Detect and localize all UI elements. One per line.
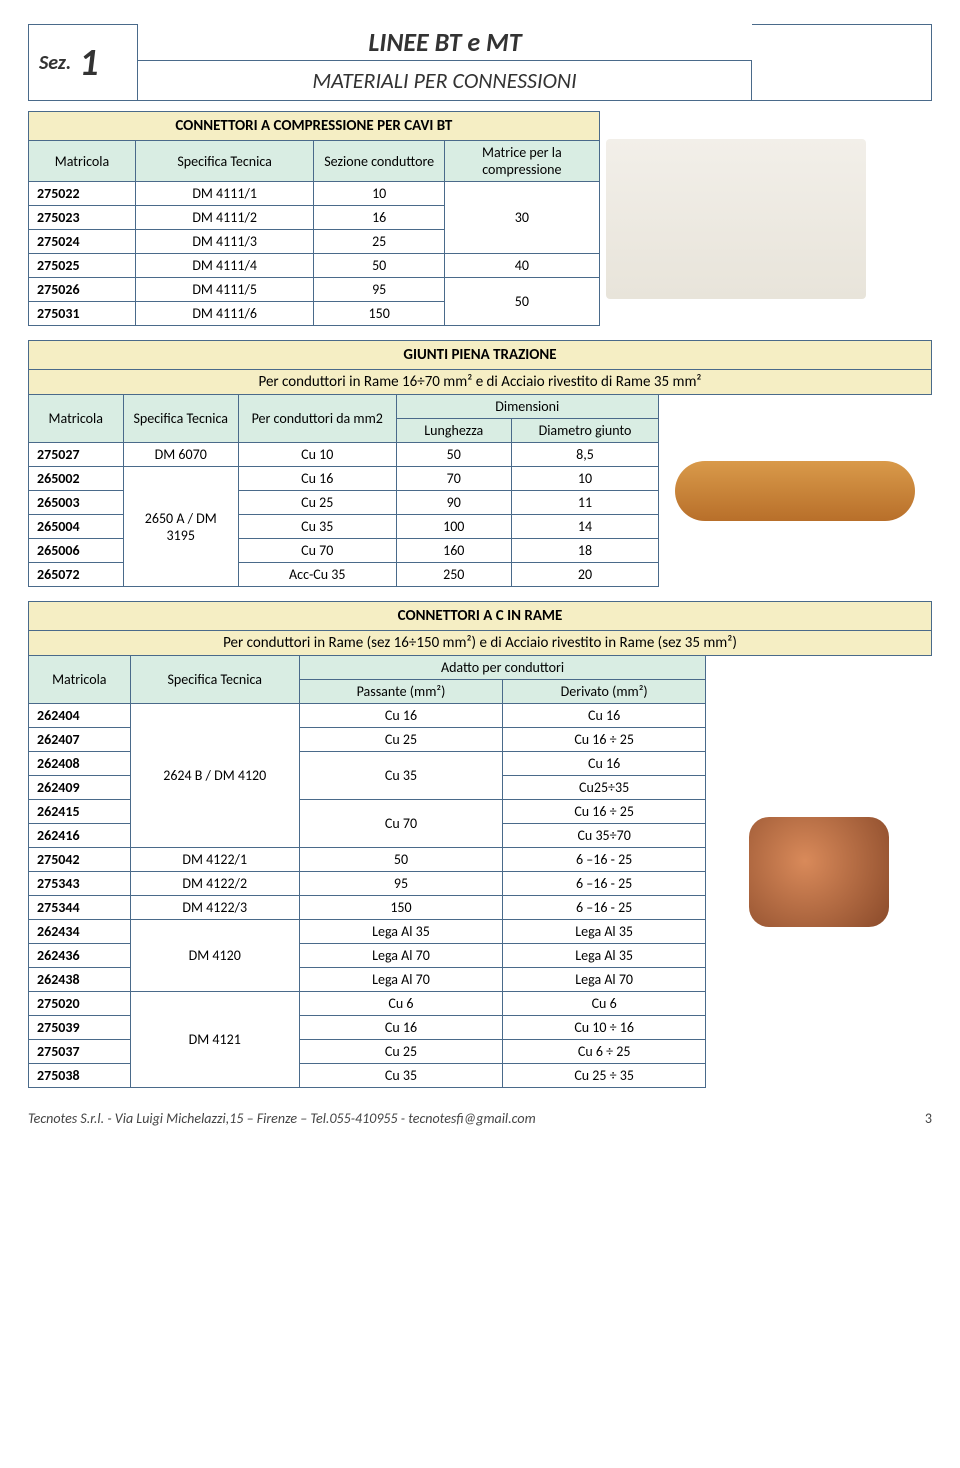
table3-title: CONNETTORI A C IN RAME	[29, 602, 932, 631]
sub-title: MATERIALI PER CONNESSIONI	[138, 60, 752, 101]
header-right-empty	[752, 24, 932, 101]
sez-label: Sez.	[39, 51, 71, 75]
th-adatto: Adatto per conduttori	[299, 656, 705, 680]
th-passante: Passante (mm²)	[299, 680, 502, 704]
product-image-giunto	[675, 461, 915, 521]
table2-subtitle: Per conduttori in Rame 16÷70 mm² e di Ac…	[29, 370, 932, 395]
product-image-c-connector	[749, 817, 889, 927]
th-cond: Per conduttori da mm2	[239, 395, 397, 443]
th-diam: Diametro giunto	[512, 419, 659, 443]
th-spec: Specifica Tecnica	[130, 656, 299, 704]
th-matrice: Matrice per la compressione	[445, 141, 600, 182]
product-image-connettori	[606, 139, 866, 299]
table-connettori-bt: CONNETTORI A COMPRESSIONE PER CAVI BT Ma…	[28, 111, 932, 326]
page-footer: Tecnotes S.r.l. - Via Luigi Michelazzi,1…	[28, 1102, 932, 1127]
table3-subtitle: Per conduttori in Rame (sez 16÷150 mm²) …	[29, 631, 932, 656]
th-matricola: Matricola	[29, 656, 131, 704]
th-sezione: Sezione conduttore	[314, 141, 445, 182]
table1-title: CONNETTORI A COMPRESSIONE PER CAVI BT	[29, 112, 600, 141]
section-box: Sez. 1	[28, 24, 138, 101]
th-derivato: Derivato (mm²)	[503, 680, 706, 704]
table2-title: GIUNTI PIENA TRAZIONE	[29, 341, 932, 370]
th-matricola: Matricola	[29, 395, 124, 443]
table-connettori-c: CONNETTORI A C IN RAME Per conduttori in…	[28, 601, 932, 1088]
th-lung: Lunghezza	[396, 419, 512, 443]
main-title: LINEE BT e MT	[138, 24, 752, 60]
footer-text: Tecnotes S.r.l. - Via Luigi Michelazzi,1…	[28, 1110, 536, 1127]
th-dim: Dimensioni	[396, 395, 659, 419]
table-giunti: GIUNTI PIENA TRAZIONE Per conduttori in …	[28, 340, 932, 587]
th-spec: Specifica Tecnica	[123, 395, 239, 443]
th-spec: Specifica Tecnica	[135, 141, 313, 182]
th-matricola: Matricola	[29, 141, 136, 182]
page-number: 3	[925, 1110, 932, 1127]
sez-number: 1	[79, 40, 98, 86]
page-header: Sez. 1 LINEE BT e MT MATERIALI PER CONNE…	[28, 24, 932, 101]
